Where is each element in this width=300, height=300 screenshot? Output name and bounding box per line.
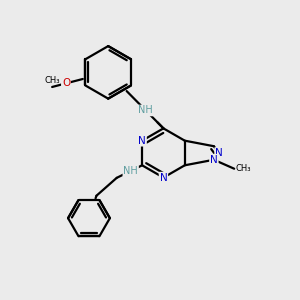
Text: CH₃: CH₃ [44, 76, 60, 85]
Text: N: N [138, 136, 146, 146]
Text: NH: NH [123, 166, 138, 176]
Text: N: N [210, 155, 218, 165]
Text: NH: NH [138, 106, 153, 116]
Text: CH₃: CH₃ [236, 164, 251, 173]
Text: O: O [62, 78, 70, 88]
Text: N: N [215, 148, 223, 158]
Text: N: N [160, 172, 167, 183]
